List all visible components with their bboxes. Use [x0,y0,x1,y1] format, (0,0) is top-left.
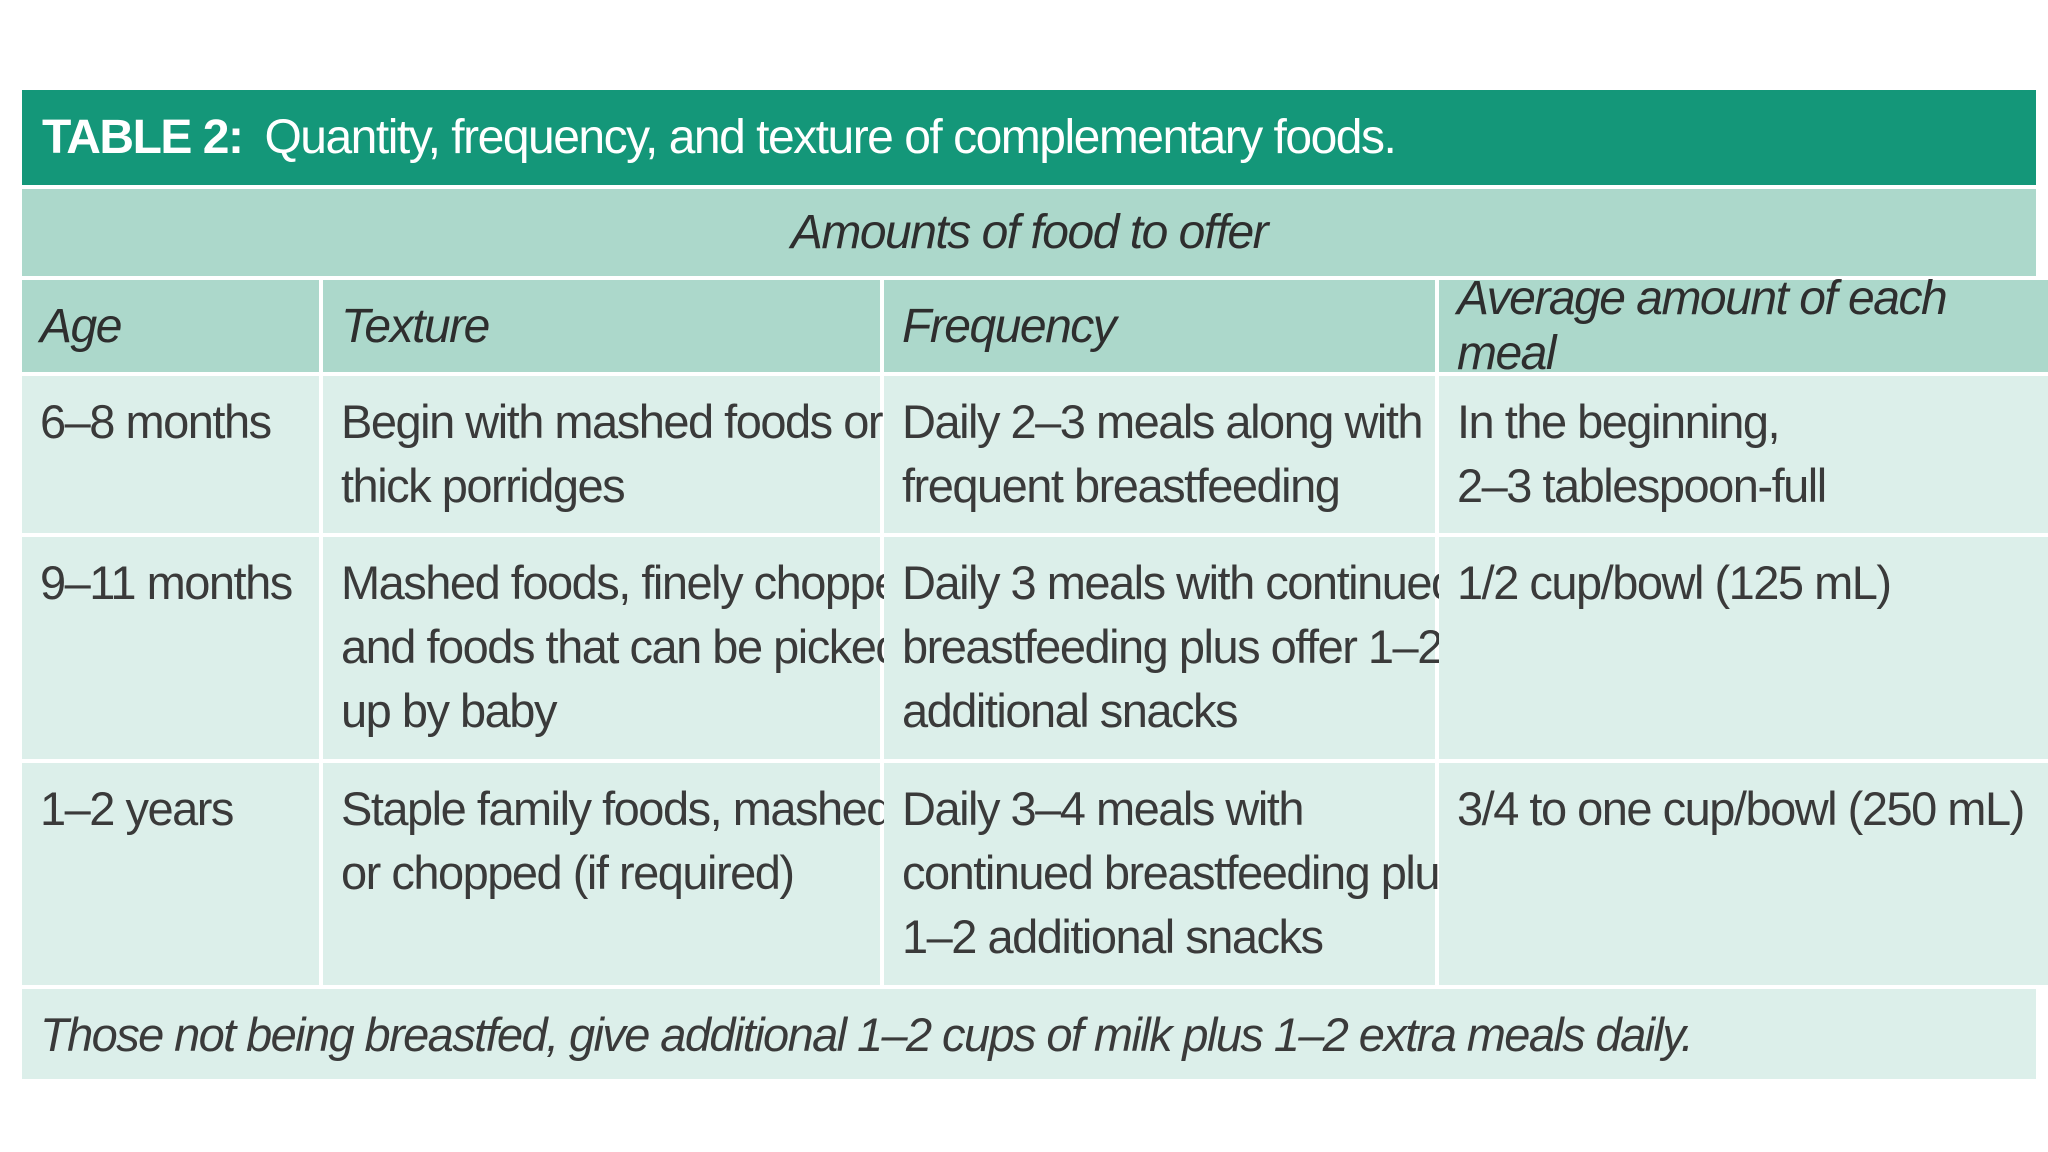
column-header-texture: Texture [323,280,880,372]
table-footnote: Those not being breastfed, give addition… [22,989,2036,1079]
cell-line: Mashed foods, finely chopped, [341,556,937,609]
table-cell-frequency: Daily 3 meals with continued breastfeedi… [884,537,1457,759]
cell-line: Daily 3–4 meals with [902,782,1305,835]
cell-line: breastfeeding plus offer 1–2 [902,620,1443,673]
table-cell-frequency: Daily 2–3 meals along with frequent brea… [884,376,1435,533]
cell-line: and foods that can be picked [341,620,902,673]
table-cell-amount: 1/2 cup/bowl (125 mL) [1439,537,2048,759]
cell-line: Begin with mashed foods or [341,395,884,448]
cell-line: 6–8 months [40,395,272,448]
column-header-frequency: Frequency [884,280,1435,372]
cell-line: Staple family foods, mashed [341,782,892,835]
cell-line: or chopped (if required) [341,846,795,899]
table-cell-age: 9–11 months [22,537,319,759]
table-cell-texture: Begin with mashed foods or thick porridg… [323,376,884,533]
table-cell-amount: 3/4 to one cup/bowl (250 mL) [1439,763,2048,985]
table-subheader: Amounts of food to offer [22,189,2036,276]
cell-line: additional snacks [902,684,1239,737]
cell-line: Daily 3 meals with continued [902,556,1457,609]
cell-line: 2–3 tablespoon-full [1457,459,1827,512]
column-header-age: Age [22,280,319,372]
table-title-label: TABLE 2: [42,111,244,164]
title-divider [22,185,2036,189]
table-cell-age: 1–2 years [22,763,319,985]
table-title-bar: TABLE 2: Quantity, frequency, and textur… [22,90,2036,185]
cell-line: continued breastfeeding plus [902,846,1463,899]
cell-line: In the beginning, [1457,395,1781,448]
cell-line: 1–2 years [40,782,234,835]
cell-line: 9–11 months [40,556,293,609]
complementary-foods-table: TABLE 2: Quantity, frequency, and textur… [22,90,2048,1079]
cell-line: frequent breastfeeding [902,459,1341,512]
table-cell-age: 6–8 months [22,376,319,533]
table-cell-amount: In the beginning, 2–3 tablespoon-full [1439,376,2048,533]
table-cell-frequency: Daily 3–4 meals with continued breastfee… [884,763,1463,985]
table-title-text: Quantity, frequency, and texture of comp… [264,111,1396,164]
table-grid: Age Texture Frequency Average amount of … [22,272,2048,985]
cell-line: 1–2 additional snacks [902,910,1324,963]
cell-line: 3/4 to one cup/bowl (250 mL) [1457,782,2025,835]
cell-line: up by baby [341,684,557,737]
cell-line: Daily 2–3 meals along with [902,395,1424,448]
cell-line: thick porridges [341,459,626,512]
cell-line: 1/2 cup/bowl (125 mL) [1457,556,1892,609]
table-cell-texture: Mashed foods, finely chopped, and foods … [323,537,937,759]
column-header-amount: Average amount of each meal [1439,272,2048,380]
table-cell-texture: Staple family foods, mashed or chopped (… [323,763,892,985]
